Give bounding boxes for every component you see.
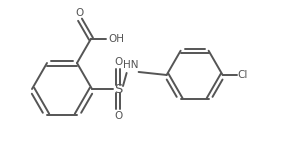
Text: Cl: Cl (238, 70, 248, 80)
Text: S: S (114, 82, 122, 95)
Text: HN: HN (123, 60, 138, 70)
Text: OH: OH (108, 34, 124, 44)
Text: O: O (114, 57, 122, 67)
Text: O: O (114, 111, 122, 121)
Text: O: O (75, 8, 83, 18)
